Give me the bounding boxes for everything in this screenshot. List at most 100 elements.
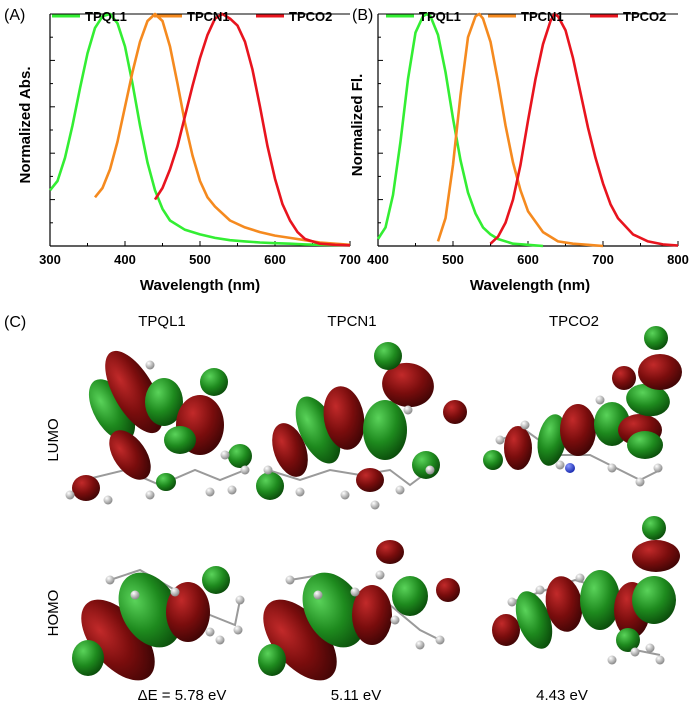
atom bbox=[103, 495, 113, 505]
orbital-lobe-negative bbox=[81, 599, 155, 681]
x-tick-label: 500 bbox=[189, 252, 211, 267]
atom bbox=[145, 360, 155, 370]
atom bbox=[555, 460, 565, 470]
legend-label: TPQL1 bbox=[85, 9, 127, 24]
orbital-lobe-positive bbox=[627, 431, 663, 459]
orbital-lobe-positive bbox=[202, 566, 230, 594]
atom bbox=[415, 640, 425, 650]
y-axis-label: Normalized Abs. bbox=[17, 67, 34, 184]
atom bbox=[350, 587, 360, 597]
row-label-lumo: LUMO bbox=[45, 418, 62, 461]
panel-label-c: (C) bbox=[4, 314, 26, 331]
atom bbox=[170, 587, 180, 597]
orbital-lobe-negative bbox=[382, 362, 434, 408]
orbital-lobe-positive bbox=[412, 451, 440, 479]
atom bbox=[645, 643, 655, 653]
energy-gap-tpcn1: 5.11 eV bbox=[331, 687, 382, 704]
atom bbox=[630, 647, 640, 657]
atom bbox=[395, 485, 405, 495]
orbital-images bbox=[65, 326, 682, 681]
atom bbox=[575, 573, 585, 583]
fluorescence-chart: (B) Normalized Fl. Wavelength (nm) 400 50… bbox=[349, 7, 689, 294]
atom bbox=[285, 575, 295, 585]
atom bbox=[507, 597, 517, 607]
orbital-tpcn1-homo bbox=[258, 540, 460, 681]
x-tick-label: 600 bbox=[517, 252, 539, 267]
x-tick-label: 700 bbox=[339, 252, 361, 267]
orbital-tpco2-homo bbox=[492, 516, 680, 665]
atom bbox=[435, 635, 445, 645]
row-label-homo: HOMO bbox=[45, 590, 62, 637]
atom bbox=[313, 590, 323, 600]
x-tick-label: 500 bbox=[442, 252, 464, 267]
orbital-lobe-positive bbox=[483, 450, 503, 470]
legend-label: TPCN1 bbox=[187, 9, 230, 24]
orbital-lobe-negative bbox=[560, 404, 596, 456]
x-tick-label: 800 bbox=[667, 252, 689, 267]
orbital-tpql1-homo bbox=[72, 566, 245, 681]
legend-label: TPQL1 bbox=[419, 9, 461, 24]
orbital-lobe-negative bbox=[352, 585, 392, 645]
series-line-tpco2 bbox=[489, 12, 679, 247]
atom bbox=[205, 627, 215, 637]
x-tick-label: 400 bbox=[114, 252, 136, 267]
atom bbox=[145, 490, 155, 500]
orbital-lobe-negative bbox=[638, 354, 682, 390]
orbital-lobe-negative bbox=[504, 426, 532, 470]
atom bbox=[655, 655, 665, 665]
orbital-tpcn1-lumo bbox=[256, 342, 467, 510]
atom bbox=[295, 487, 305, 497]
orbital-lobe-positive bbox=[363, 400, 407, 460]
orbital-lobe-negative bbox=[166, 582, 210, 642]
orbital-lobe-negative bbox=[632, 540, 680, 572]
orbital-lobe-positive bbox=[374, 342, 402, 370]
orbital-lobe-positive bbox=[200, 368, 228, 396]
atom bbox=[227, 485, 237, 495]
atom bbox=[105, 575, 115, 585]
orbital-panel: (C) TPQL1 TPCN1 TPCO2 LUMO HOMO ΔE = 5.7… bbox=[4, 313, 682, 704]
series-line-tpcn1 bbox=[436, 12, 604, 248]
orbital-lobe-negative bbox=[436, 578, 460, 602]
orbital-lobe-positive bbox=[258, 644, 286, 676]
orbital-lobe-positive bbox=[515, 591, 553, 649]
energy-gap-tpql1: ΔE = 5.78 eV bbox=[138, 687, 227, 704]
legend: TPQL1 TPCN1 TPCO2 bbox=[386, 9, 666, 24]
atom bbox=[403, 405, 413, 415]
column-label-tpql1: TPQL1 bbox=[138, 313, 186, 330]
x-tick-label: 600 bbox=[264, 252, 286, 267]
series-line-tpql1 bbox=[48, 12, 351, 247]
orbital-lobe-positive bbox=[228, 444, 252, 468]
x-axis-label: Wavelength (nm) bbox=[470, 277, 590, 294]
x-tick-label: 700 bbox=[592, 252, 614, 267]
series-line-tpcn1 bbox=[93, 12, 351, 247]
atom bbox=[263, 465, 273, 475]
orbital-lobe-negative bbox=[492, 614, 520, 646]
orbital-tpql1-lumo bbox=[65, 350, 252, 505]
orbital-lobe-positive bbox=[616, 628, 640, 652]
atom bbox=[635, 477, 645, 487]
atom bbox=[215, 635, 225, 645]
orbital-lobe-positive bbox=[256, 472, 284, 500]
atom bbox=[375, 570, 385, 580]
orbital-lobe-positive bbox=[72, 640, 104, 676]
absorption-chart: (A) Normalized Abs. Wavelength (nm) 300 4… bbox=[4, 7, 361, 294]
atom bbox=[240, 465, 250, 475]
axes: 300 400 500 600 700 TPQL1 TPCN1 TPCO2 bbox=[39, 9, 361, 267]
orbital-tpco2-lumo bbox=[483, 326, 682, 487]
atom bbox=[130, 590, 140, 600]
orbital-lobe-negative bbox=[376, 540, 404, 564]
atom bbox=[235, 595, 245, 605]
energy-gap-tpco2: 4.43 eV bbox=[536, 687, 588, 704]
orbital-lobe-negative bbox=[323, 386, 365, 450]
x-tick-label: 300 bbox=[39, 252, 61, 267]
atom bbox=[390, 615, 400, 625]
orbital-lobe-positive bbox=[88, 379, 136, 441]
atom bbox=[205, 487, 215, 497]
legend-label: TPCN1 bbox=[521, 9, 564, 24]
orbital-lobe-positive bbox=[156, 473, 176, 491]
axes: 400 500 600 700 800 TPQL1 TPCN1 TPCO2 bbox=[367, 9, 689, 267]
atom bbox=[535, 585, 545, 595]
series-line-tpco2 bbox=[153, 12, 351, 247]
atom bbox=[595, 395, 605, 405]
x-tick-label: 400 bbox=[367, 252, 389, 267]
